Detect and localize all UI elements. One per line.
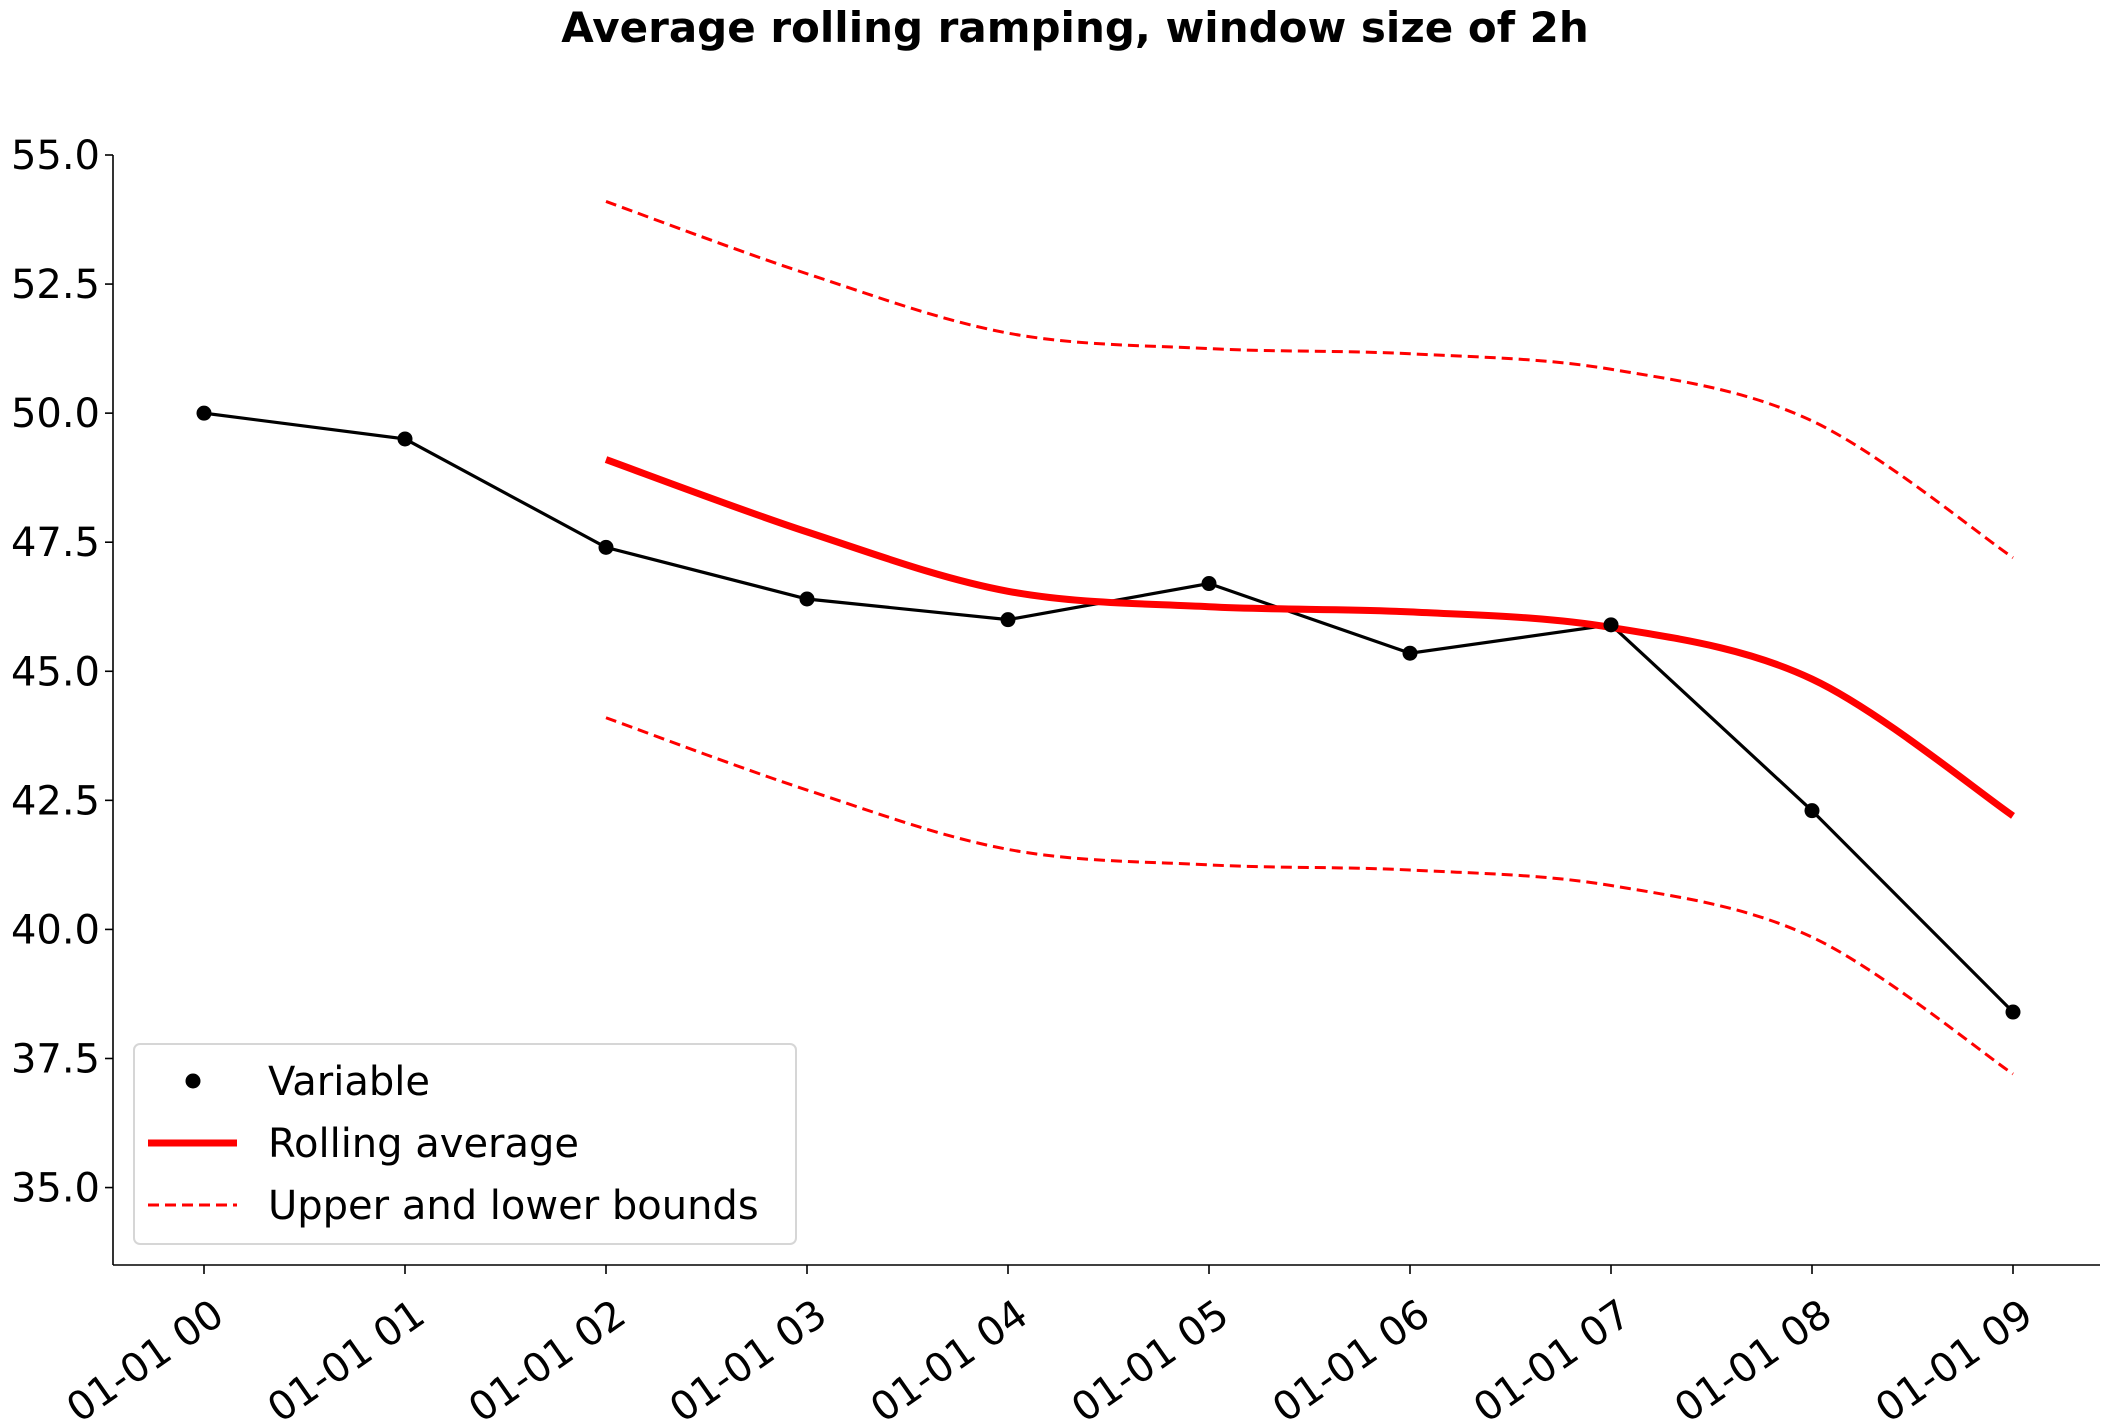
x-tick-label: 01-01 00 xyxy=(59,1291,233,1424)
x-tick-label: 01-01 08 xyxy=(1667,1291,1841,1424)
y-tick-label: 37.5 xyxy=(11,1036,100,1082)
legend: Variable Rolling average Upper and lower b… xyxy=(133,1043,797,1245)
x-tick-label: 01-01 09 xyxy=(1868,1291,2042,1424)
variable-point xyxy=(397,431,413,447)
y-tick-label: 50.0 xyxy=(11,391,100,437)
rolling-average-line xyxy=(604,456,2015,819)
legend-label: Upper and lower bounds xyxy=(268,1183,759,1229)
plot-area xyxy=(196,200,2021,1076)
x-tick-label: 01-01 05 xyxy=(1064,1291,1238,1424)
x-tick-label: 01-01 03 xyxy=(662,1291,836,1424)
x-tick-label: 01-01 01 xyxy=(260,1291,434,1424)
variable-point xyxy=(1201,576,1217,592)
legend-marker-variable xyxy=(185,1073,201,1089)
variable-point xyxy=(1603,617,1619,633)
variable-line xyxy=(203,411,2015,1014)
y-tick-label: 45.0 xyxy=(11,649,100,695)
x-tick-label: 01-01 06 xyxy=(1265,1291,1439,1424)
chart-title: Average rolling ramping, window size of … xyxy=(561,3,1589,52)
variable-point xyxy=(196,405,212,421)
variable-point xyxy=(1402,645,1418,661)
y-tick-label: 47.5 xyxy=(11,520,100,566)
variable-point xyxy=(1804,803,1820,819)
variable-point xyxy=(799,591,815,607)
variable-point xyxy=(2005,1004,2021,1020)
variable-point xyxy=(598,539,614,555)
variable-point xyxy=(1000,612,1016,628)
y-tick-label: 40.0 xyxy=(11,907,100,953)
y-tick-label: 35.0 xyxy=(11,1166,100,1212)
legend-label: Rolling average xyxy=(268,1121,579,1167)
legend-label: Variable xyxy=(268,1059,430,1105)
y-tick-label: 42.5 xyxy=(11,778,100,824)
legend-box xyxy=(133,1043,797,1245)
x-tick-label: 01-01 04 xyxy=(863,1291,1037,1424)
upper-bound-line xyxy=(605,200,2014,559)
x-tick-label: 01-01 07 xyxy=(1466,1291,1640,1424)
x-tick-label: 01-01 02 xyxy=(461,1291,635,1424)
y-tick-label: 52.5 xyxy=(11,262,100,308)
lower-bound-line xyxy=(605,716,2014,1076)
y-tick-label: 55.0 xyxy=(11,133,100,179)
